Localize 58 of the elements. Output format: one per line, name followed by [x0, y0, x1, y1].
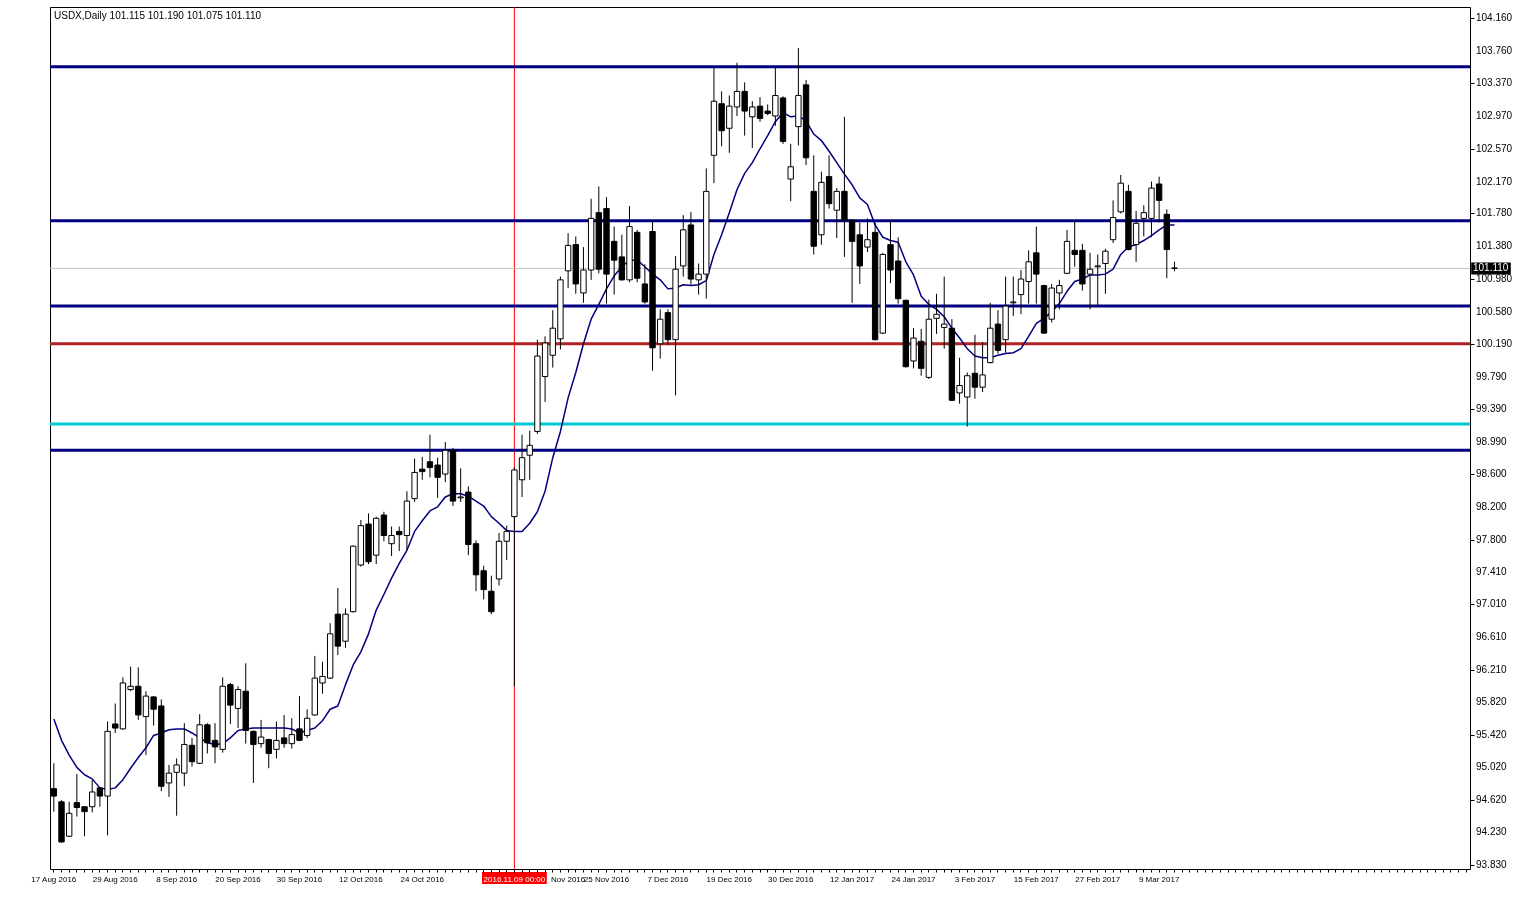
y-tick-label: 96.610: [1476, 631, 1508, 643]
y-tick-label: 99.790: [1476, 370, 1508, 382]
x-tick-label: 24 Oct 2016: [400, 874, 445, 884]
candlestick: [1010, 276, 1017, 317]
y-tick-label: 95.420: [1476, 728, 1508, 740]
y-tick-label: 98.600: [1476, 468, 1508, 480]
x-tick-label: 12 Jan 2017: [830, 874, 875, 884]
x-tick-label: 19 Dec 2016: [706, 874, 753, 884]
x-tick-label: 8 Sep 2016: [156, 874, 198, 884]
y-tick-label: 93.830: [1476, 858, 1508, 870]
y-tick-label: 94.620: [1476, 794, 1508, 806]
candlestick: [933, 293, 940, 335]
candlestick: [787, 143, 794, 202]
x-tick-label: Nov 2016: [550, 874, 586, 884]
chart-title: USDX,Daily 101.115 101.190 101.075 101.110: [54, 9, 262, 21]
x-tick-label: 9 Mar 2017: [1138, 874, 1180, 884]
y-tick-label: 99.390: [1476, 403, 1508, 415]
x-tick-label: 2016.11.09 00:00: [483, 874, 546, 884]
y-tick-label: 101.380: [1476, 240, 1513, 252]
y-tick-label: 104.160: [1476, 12, 1513, 24]
y-tick-label: 102.970: [1476, 109, 1513, 121]
y-tick-label: 97.800: [1476, 533, 1508, 545]
x-tick-label: 3 Feb 2017: [954, 874, 996, 884]
y-tick-label: 103.760: [1476, 45, 1513, 57]
x-tick-label: 29 Aug 2016: [92, 874, 139, 884]
x-tick-label: 20 Sep 2016: [215, 874, 262, 884]
x-tick-label: 7 Dec 2016: [647, 874, 689, 884]
x-tick-label: 27 Feb 2017: [1075, 874, 1121, 884]
y-tick-label: 100.190: [1476, 337, 1513, 349]
y-tick-label: 98.990: [1476, 436, 1508, 448]
y-tick-label: 102.570: [1476, 142, 1513, 154]
candlestick: [526, 430, 533, 481]
x-tick-label: 17 Aug 2016: [31, 874, 77, 884]
y-tick-label: 98.200: [1476, 500, 1508, 512]
y-tick-label: 96.210: [1476, 663, 1508, 675]
y-tick-label: 102.170: [1476, 175, 1513, 187]
x-tick-label: 24 Jan 2017: [891, 874, 937, 884]
y-tick-label: 100.980: [1476, 273, 1513, 285]
y-tick-label: 95.820: [1476, 695, 1508, 707]
y-tick-label: 100.580: [1476, 305, 1513, 317]
x-tick-label: 15 Feb 2017: [1013, 874, 1060, 884]
ref-line-label: 101.110: [1473, 262, 1509, 274]
x-tick-label: 12 Oct 2016: [339, 874, 384, 884]
candlestick: [1102, 248, 1109, 295]
y-tick-label: 94.230: [1476, 826, 1508, 838]
x-tick-label: 30 Sep 2016: [276, 874, 323, 884]
candlestick: [419, 456, 426, 481]
x-tick-label: 30 Dec 2016: [768, 874, 814, 884]
y-tick-label: 95.020: [1476, 761, 1508, 773]
y-tick-label: 97.410: [1476, 565, 1508, 577]
y-tick-label: 103.370: [1476, 77, 1513, 89]
candlestick: [1109, 199, 1117, 244]
candlestick: [1094, 253, 1101, 306]
x-tick-label: 25 Nov 2016: [583, 874, 630, 884]
y-tick-label: 101.780: [1476, 207, 1513, 219]
candlestick: [941, 276, 948, 350]
y-tick-label: 97.010: [1476, 598, 1508, 610]
candlestick: [488, 575, 495, 615]
